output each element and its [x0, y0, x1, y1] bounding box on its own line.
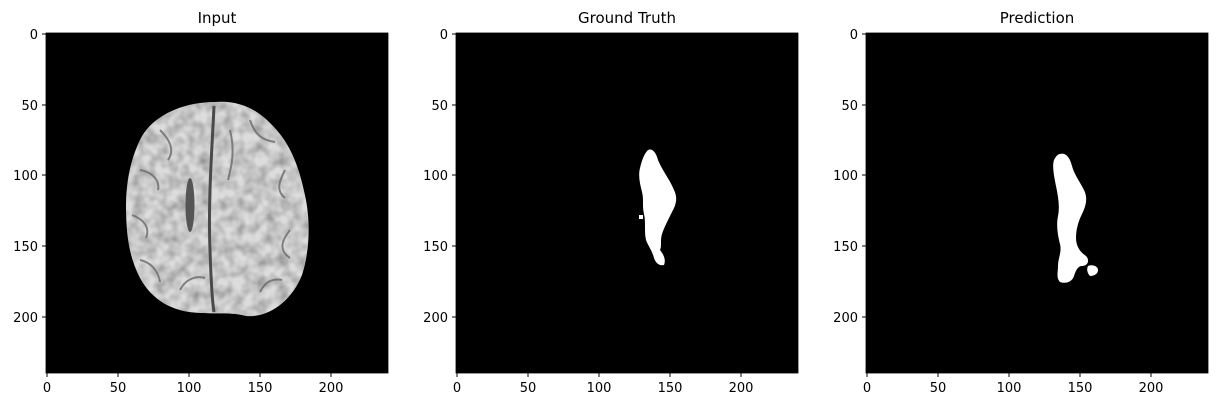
x-tick-label: 0	[863, 381, 871, 396]
y-tick-label: 200	[13, 311, 38, 326]
panel-title-ground-truth: Ground Truth	[578, 9, 676, 27]
y-tick-label: 200	[423, 311, 448, 326]
image-area-prediction	[866, 33, 1208, 373]
axes-input	[45, 32, 389, 374]
midline-fissure	[207, 105, 216, 313]
y-tick-label: 150	[423, 240, 448, 255]
panel-title-input: Input	[198, 9, 237, 27]
y-ticks-ground-truth: 0 50 100 150 200	[423, 28, 456, 326]
y-tick-label: 0	[850, 28, 858, 43]
x-ticks-prediction: 0 50 100 150 200	[863, 373, 1164, 396]
y-ticks-prediction: 0 50 100 150 200	[833, 28, 866, 326]
axes-prediction	[865, 32, 1209, 374]
axes-ground-truth	[455, 32, 799, 374]
y-tick-label: 150	[833, 240, 858, 255]
x-tick-label: 0	[453, 381, 461, 396]
panel-input: Input	[13, 9, 389, 396]
x-tick-label: 100	[177, 381, 202, 396]
y-tick-label: 100	[423, 169, 448, 184]
x-tick-label: 150	[658, 381, 683, 396]
x-tick-label: 50	[520, 381, 537, 396]
x-ticks-ground-truth: 0 50 100 150 200	[453, 373, 754, 396]
x-tick-label: 200	[1139, 381, 1164, 396]
y-tick-label: 0	[30, 28, 38, 43]
x-tick-label: 200	[319, 381, 344, 396]
x-tick-label: 200	[729, 381, 754, 396]
x-tick-label: 100	[997, 381, 1022, 396]
x-ticks-input: 0 50 100 150 200	[43, 373, 344, 396]
brain-slice-image	[126, 101, 309, 317]
x-tick-label: 150	[248, 381, 273, 396]
x-tick-label: 0	[43, 381, 51, 396]
y-tick-label: 50	[21, 99, 38, 114]
x-tick-label: 50	[930, 381, 947, 396]
y-tick-label: 200	[833, 311, 858, 326]
panel-title-prediction: Prediction	[1000, 9, 1075, 27]
y-tick-label: 0	[440, 28, 448, 43]
x-tick-label: 100	[587, 381, 612, 396]
y-tick-label: 50	[841, 99, 858, 114]
panel-prediction: Prediction 0 50 100 150 200 0	[833, 9, 1209, 396]
brain-tissue	[126, 101, 309, 317]
panel-ground-truth: Ground Truth 0 50 100 150 200 0	[423, 9, 799, 396]
x-tick-label: 50	[110, 381, 127, 396]
y-tick-label: 100	[13, 169, 38, 184]
y-tick-label: 50	[431, 99, 448, 114]
y-ticks-input: 0 50 100 150 200	[13, 28, 46, 326]
y-tick-label: 100	[833, 169, 858, 184]
x-tick-label: 150	[1068, 381, 1093, 396]
y-tick-label: 150	[13, 240, 38, 255]
ground-truth-mask	[639, 149, 677, 266]
prediction-mask	[1053, 153, 1098, 283]
image-area-ground-truth	[456, 33, 798, 373]
dark-lesion	[185, 178, 195, 232]
